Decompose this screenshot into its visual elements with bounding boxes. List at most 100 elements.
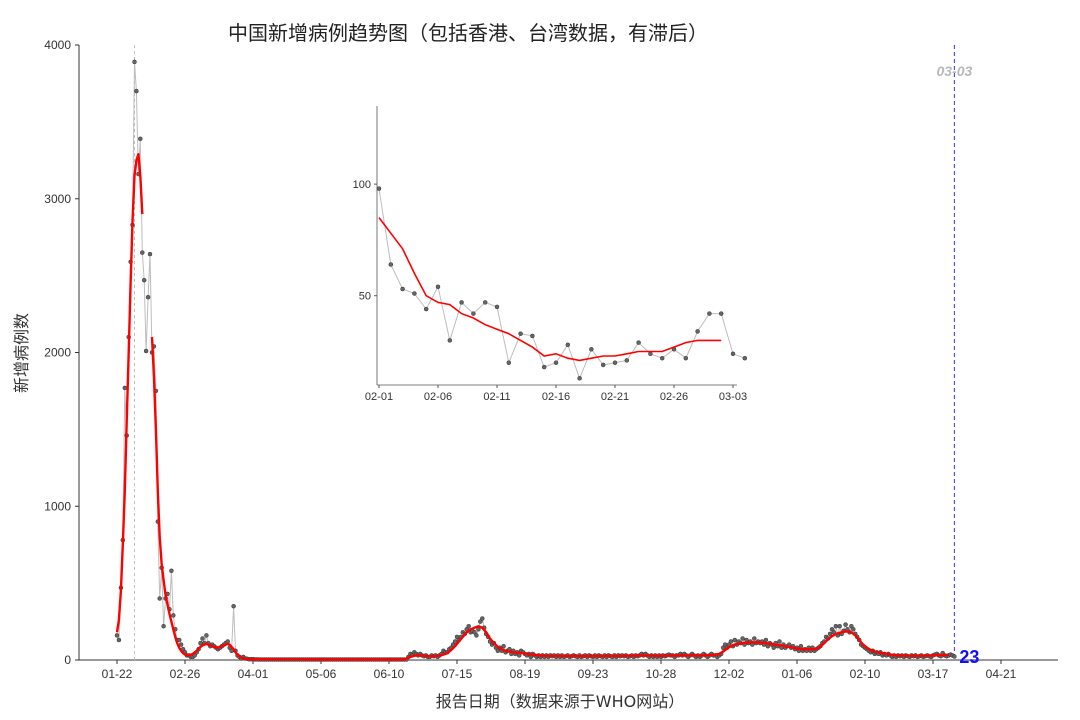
data-point (114, 633, 120, 638)
inset-data-point (589, 347, 594, 352)
inset-data-point (659, 355, 665, 361)
data-point (952, 654, 957, 659)
inset-y-tick-label: 50 (359, 291, 371, 303)
x-tick-label: 07-15 (442, 667, 473, 681)
data-point (204, 633, 209, 638)
data-point (231, 603, 236, 609)
data-point (833, 623, 839, 629)
data-point (452, 639, 458, 644)
data-point (138, 136, 143, 142)
data-point (466, 623, 471, 629)
inset-data-point (482, 300, 488, 305)
y-tick-label: 4000 (44, 38, 71, 52)
data-point (851, 627, 856, 632)
inset-data-point (730, 351, 736, 357)
chart-title: 中国新增病例趋势图（包括香港、台湾数据，有滞后） (228, 21, 708, 45)
inset-data-point (447, 338, 453, 343)
inset-data-point (718, 311, 724, 316)
inset-data-point (400, 286, 405, 292)
y-tick-label: 1000 (44, 499, 71, 513)
inset-data-point (707, 311, 712, 316)
series-smoothed-line (115, 153, 949, 661)
x-tick-label: 06-10 (374, 667, 405, 681)
inset-data-point (435, 284, 441, 290)
inset-x-tick-label: 03-03 (719, 391, 747, 403)
inset-data-point (683, 355, 689, 361)
inset-data-point (459, 300, 464, 305)
data-point (843, 622, 848, 627)
series-daily-line (116, 61, 955, 660)
x-tick-label: 08-19 (510, 667, 541, 681)
inset-data-point (506, 360, 512, 365)
inset-x-tick-label: 02-26 (660, 391, 688, 403)
x-tick-label: 01-22 (102, 667, 133, 681)
data-point (140, 250, 145, 255)
inset-series-daily-line (378, 188, 745, 380)
x-tick-label: 05-06 (306, 667, 337, 681)
x-tick-label: 12-02 (714, 667, 745, 681)
data-point (837, 623, 842, 629)
inset-data-point (471, 311, 476, 316)
inset-x-tick-label: 02-01 (365, 391, 393, 403)
data-point (480, 616, 485, 621)
inset-data-point (600, 362, 606, 368)
inset-data-point (612, 360, 618, 365)
x-tick-label: 10-28 (646, 667, 677, 681)
data-point (200, 636, 205, 641)
inset-data-point (541, 364, 547, 370)
inset-x-tick-label: 02-06 (424, 391, 452, 403)
inset-x-tick-label: 02-16 (542, 391, 570, 403)
data-point (732, 637, 738, 643)
x-tick-label: 02-26 (170, 667, 201, 681)
data-point (132, 59, 137, 65)
current-value-label: 23 (959, 647, 979, 667)
x-tick-label: 09-23 (578, 667, 609, 681)
inset-x-tick-label: 02-11 (483, 391, 510, 403)
x-tick-label: 04-01 (238, 667, 269, 681)
data-point (474, 633, 479, 638)
data-point (740, 636, 745, 641)
x-tick-label: 01-06 (782, 667, 813, 681)
data-point (501, 643, 506, 649)
inset-data-point (530, 333, 535, 339)
x-axis-title: 报告日期（数据来源于WHO网站） (436, 692, 684, 711)
data-point (143, 348, 149, 354)
data-point (478, 619, 483, 624)
data-point (763, 637, 769, 643)
data-point (147, 251, 153, 257)
inset-data-point (742, 355, 748, 361)
inset-data-point (423, 306, 429, 312)
data-point (141, 277, 147, 283)
inset-data-point (376, 186, 382, 191)
inset-data-point (412, 291, 417, 296)
data-point (161, 623, 166, 629)
inset-data-point (565, 342, 571, 348)
data-point (145, 294, 151, 300)
main-plot: 0 1000 2000 3000 4000 01-22 02-26 04-01 05-06 06-… (44, 38, 1058, 681)
data-point (122, 385, 128, 391)
y-axis-title: 新增病例数 (12, 313, 31, 393)
inset-data-point (695, 329, 700, 334)
data-point (157, 596, 162, 601)
y-tick-label: 2000 (44, 346, 71, 360)
data-point (134, 88, 139, 94)
inset-data-point (624, 358, 630, 363)
x-tick-label: 03-17 (918, 667, 949, 681)
data-point (116, 637, 122, 643)
current-date-label: 03-03 (936, 63, 972, 79)
x-tick-label: 02-10 (850, 667, 881, 681)
inset-data-point (494, 304, 500, 310)
inset-x-tick-label: 02-21 (601, 391, 629, 403)
inset-data-point (388, 262, 394, 267)
inset-plot: 50 100 02-01 02-06 02-11 02-16 02-21 02-26 03-03 (353, 106, 747, 403)
inset-data-point (518, 331, 523, 336)
inset-data-point (577, 376, 582, 381)
inset-data-point (648, 351, 653, 357)
y-tick-label: 3000 (44, 192, 71, 206)
inset-y-tick-label: 100 (353, 179, 371, 191)
y-tick-label: 0 (64, 653, 71, 667)
data-point (171, 613, 176, 618)
inset-data-point (553, 360, 559, 365)
inset-series-smoothed-line (378, 217, 722, 362)
